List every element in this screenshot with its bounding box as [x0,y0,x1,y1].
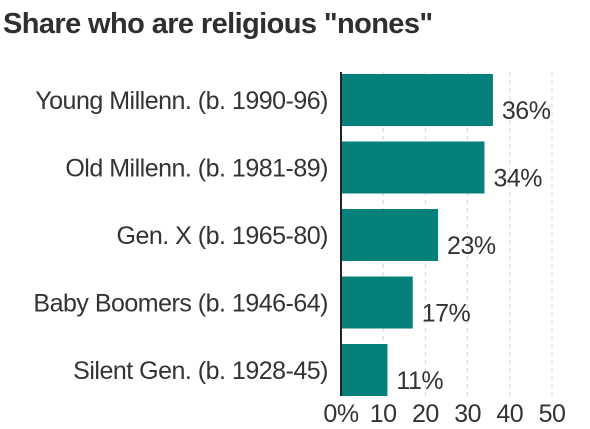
bar [341,209,439,261]
x-tick-labels: 0% 10 20 30 40 50 [323,400,565,428]
value-label: 34% [493,165,542,193]
category-label: Silent Gen. (b. 1928-45) [73,357,328,385]
value-labels: 36% 34% 23% 17% 11% [396,97,551,395]
chart-title: Share who are religious "nones" [3,8,433,40]
bar [341,276,413,329]
x-tick-label: 20 [412,400,439,428]
x-tick-label: 40 [496,400,523,428]
category-label: Young Millenn. (b. 1990-96) [35,87,328,115]
x-tick-label: 10 [370,400,397,428]
category-labels: Young Millenn. (b. 1990-96) Old Millenn. … [33,87,328,385]
x-tick-label: 50 [539,400,566,428]
bar [341,344,388,396]
category-label: Gen. X (b. 1965-80) [117,222,328,250]
category-label: Baby Boomers (b. 1946-64) [33,290,328,318]
value-label: 36% [502,97,551,125]
bar [341,141,485,194]
x-tick-label: 30 [454,400,481,428]
value-label: 17% [422,300,471,328]
bars [341,74,493,396]
value-label: 11% [396,367,443,395]
bar [341,74,493,126]
x-tick-label: 0% [323,400,358,428]
value-label: 23% [447,232,496,260]
category-label: Old Millenn. (b. 1981-89) [65,155,328,183]
